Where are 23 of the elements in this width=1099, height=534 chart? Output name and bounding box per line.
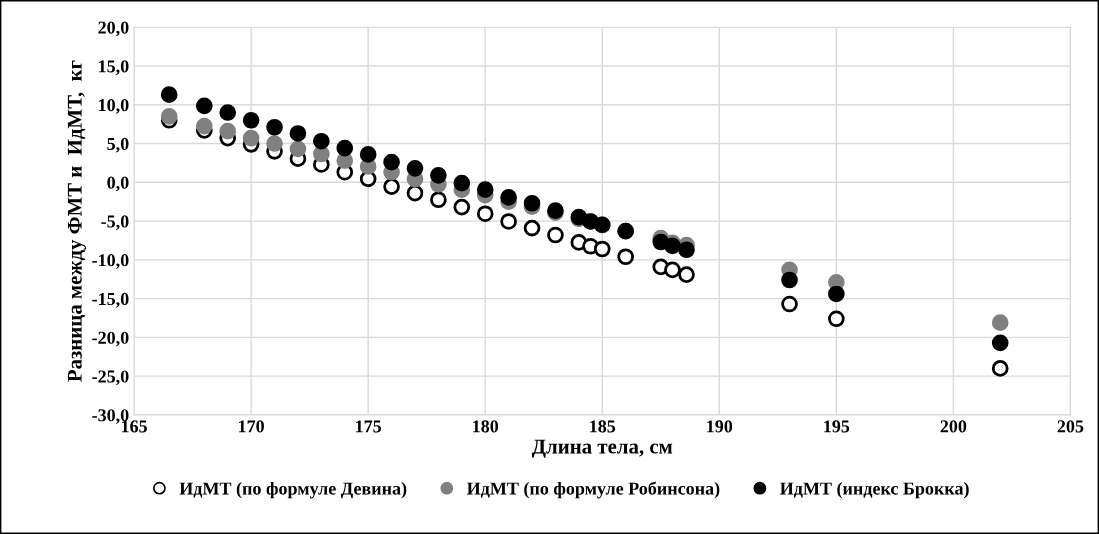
y-axis-title: Разница между ФМТ и ИдМТ, кг	[67, 60, 87, 382]
x-tick-label: 170	[239, 420, 264, 433]
legend-label: ИдМТ (индекс Брокка)	[780, 481, 969, 499]
x-tick-label: 190	[707, 420, 733, 433]
x-tick-label: 180	[473, 420, 499, 433]
y-tick-label: -20,0	[92, 331, 129, 347]
x-tick-label: 185	[590, 420, 616, 433]
y-tick-label: -25,0	[92, 370, 129, 386]
x-axis-title: Длина тела, см	[531, 439, 673, 458]
legend-label: ИдМТ (по формуле Девина)	[179, 481, 407, 499]
y-tick-label: 5,0	[107, 137, 129, 153]
x-tick-label: 200	[940, 420, 967, 433]
y-tick-label: -5,0	[101, 215, 129, 231]
y-tick-label: 10,0	[99, 99, 129, 114]
y-tick-label: -10,0	[92, 254, 129, 269]
x-tick-label: 205	[1057, 420, 1084, 433]
x-tick-label: 195	[824, 420, 850, 433]
y-tick-label: -15,0	[92, 292, 129, 308]
y-tick-label: 20,0	[98, 21, 129, 37]
x-tick-label: 175	[356, 420, 382, 433]
y-tick-label: 0,0	[107, 176, 129, 192]
legend-label: ИдМТ (по формуле Робинсона)	[466, 481, 720, 499]
y-tick-label: 15,0	[99, 60, 129, 76]
